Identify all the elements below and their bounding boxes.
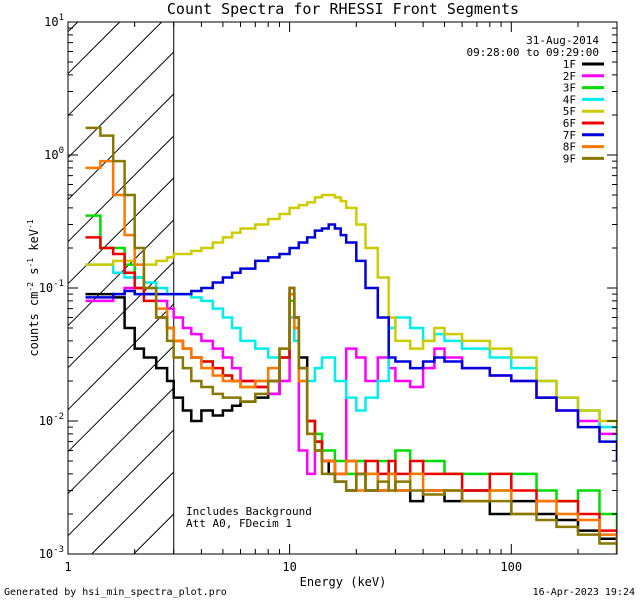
series-layer: [85, 126, 617, 554]
annotation-attenuator: Att A0, FDecim 1: [186, 517, 292, 530]
y-tick-label-1: 101: [44, 13, 64, 29]
x-tick-label-100: 100: [500, 560, 522, 574]
legend-label-1f: 1F: [563, 58, 576, 71]
series-line-7f: [85, 223, 617, 461]
annotation-background: Includes Background: [186, 505, 312, 518]
axis-ticks: 1 10 100 10-3 10-2 10-1 100 101: [39, 13, 618, 574]
x-tick-label-1: 1: [64, 560, 71, 574]
footer-generator: Generated by hsi_min_spectra_plot.pro: [4, 587, 227, 598]
legend-label-4f: 4F: [563, 93, 576, 106]
legend-label-3f: 3F: [563, 82, 576, 95]
y-axis-label: counts cm-2 s-1 keV-1: [26, 219, 41, 356]
legend-label-6f: 6F: [563, 117, 576, 130]
date-label: 31-Aug-2014: [526, 34, 599, 47]
legend-label-2f: 2F: [563, 70, 576, 83]
y-tick-label--3: 10-3: [39, 545, 64, 561]
y-tick-label--1: 10-1: [39, 279, 64, 295]
series-line-4f: [85, 263, 617, 442]
hatched-region: [67, 21, 175, 555]
time-range-label: 09:28:00 to 09:29:00: [467, 46, 599, 59]
legend-label-8f: 8F: [563, 141, 576, 154]
series-line-5f: [85, 193, 617, 434]
series-line-9f: [85, 126, 617, 554]
legend-label-9f: 9F: [563, 152, 576, 165]
footer-timestamp: 16-Apr-2023 19:24: [533, 587, 635, 598]
x-axis-label: Energy (keV): [300, 575, 387, 589]
legend-label-7f: 7F: [563, 129, 576, 142]
hatch-lines: [67, 21, 175, 555]
legend-label-5f: 5F: [563, 105, 576, 118]
x-tick-label-10: 10: [282, 560, 296, 574]
chart-title: Count Spectra for RHESSI Front Segments: [167, 0, 519, 18]
tick-marks: [67, 21, 618, 555]
y-tick-label--2: 10-2: [39, 412, 64, 428]
y-tick-label-0: 100: [44, 146, 64, 162]
